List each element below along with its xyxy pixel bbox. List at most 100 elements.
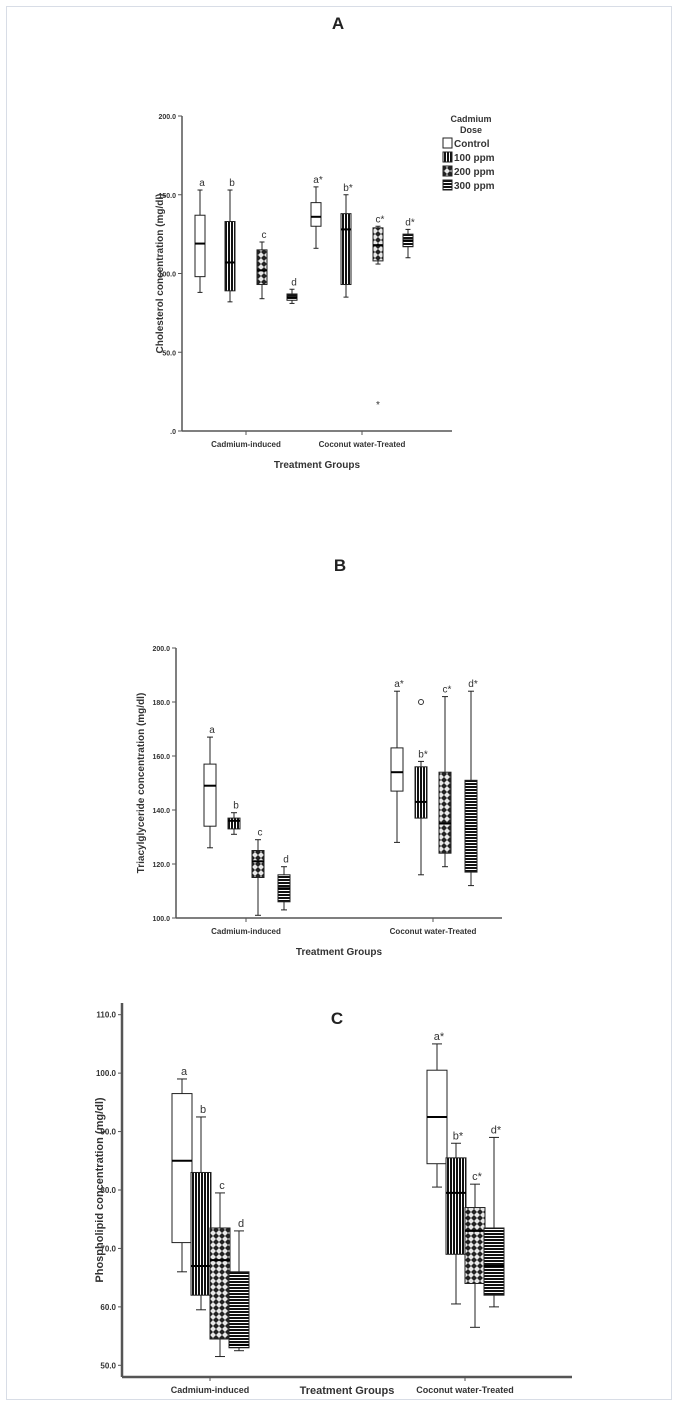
outlier-point: * (376, 400, 380, 411)
y-tick-label: 80.0 (100, 1186, 116, 1195)
x-tick-label: Coconut water-Treated (319, 440, 406, 449)
legend-entry: 200 ppm (454, 167, 495, 178)
box-control: a (171, 1066, 193, 1273)
box-200-ppm: c* (464, 1171, 486, 1328)
y-axis-title: Triacylglyceride concentration (mg/dl) (136, 693, 147, 874)
significance-label: a (209, 725, 215, 736)
significance-label: d (238, 1218, 244, 1230)
y-tick-label: 180.0 (152, 700, 170, 707)
box-200-ppm: c* (438, 685, 452, 868)
significance-label: d* (491, 1124, 502, 1136)
box-300-ppm: d* (464, 679, 478, 887)
significance-label: b* (453, 1130, 464, 1142)
box-iqr (203, 763, 217, 827)
box-300-ppm: d (228, 1218, 250, 1352)
y-tick-label: 100.0 (158, 272, 176, 279)
y-tick-label: 100.0 (152, 916, 170, 923)
y-tick-label: 100.0 (96, 1069, 117, 1078)
x-axis-title: Treatment Groups (296, 947, 383, 958)
box-iqr (228, 1271, 250, 1349)
significance-label: b (233, 801, 239, 812)
y-tick-label: 150.0 (158, 193, 176, 200)
x-tick-label: Cadmium-induced (171, 1385, 250, 1395)
box-iqr (171, 1093, 193, 1244)
box-100-ppm: b (227, 801, 241, 835)
x-tick-label: Cadmium-induced (211, 440, 281, 449)
box-300-ppm: d (277, 855, 291, 911)
significance-label: a (181, 1066, 188, 1078)
box-iqr (445, 1157, 467, 1255)
box-iqr (224, 221, 236, 292)
y-axis-title: Phospholipid concentration (mg/dl) (94, 1097, 106, 1282)
box-200-ppm: c* * (372, 214, 385, 411)
significance-label: b* (418, 749, 428, 760)
box-control: a (203, 725, 217, 849)
legend-swatch (442, 165, 453, 177)
box-300-ppm: d (286, 277, 298, 304)
y-tick-label: 90.0 (100, 1128, 116, 1137)
box-200-ppm: c (209, 1180, 231, 1358)
y-tick-label: 50.0 (100, 1361, 116, 1370)
box-iqr (194, 214, 206, 278)
box-control: a* (310, 175, 323, 249)
significance-label: c (262, 230, 267, 241)
x-tick-label: Cadmium-induced (211, 927, 281, 936)
box-iqr (414, 766, 428, 819)
box-100-ppm: b (224, 178, 236, 303)
box-300-ppm: d* (483, 1124, 505, 1308)
significance-label: b* (343, 183, 353, 194)
panel-letter: B (334, 556, 346, 575)
chart-panel-c: C 50.0 60.0 70.0 80.0 90.0 100.0 110.0 Cadmium-i… (94, 1003, 572, 1397)
panel-letter: C (331, 1009, 343, 1028)
y-tick-label: 60.0 (100, 1303, 116, 1312)
panel-letter: A (332, 14, 344, 33)
box-300-ppm: d* (402, 217, 415, 259)
legend-swatch (442, 179, 453, 191)
box-200-ppm: c (251, 828, 265, 916)
y-tick-label: 140.0 (152, 808, 170, 815)
legend-entry: 100 ppm (454, 153, 495, 164)
significance-label: a* (313, 175, 323, 186)
box-iqr (209, 1227, 231, 1340)
significance-label: d (283, 855, 289, 866)
y-tick-label: 200.0 (158, 114, 176, 121)
legend-swatch (442, 137, 453, 149)
x-tick-label: Coconut water-Treated (390, 927, 477, 936)
box-iqr (310, 202, 322, 227)
figure-frame (6, 6, 672, 1400)
box-iqr (340, 213, 352, 286)
box-iqr (227, 817, 241, 830)
chart-panel-a: A .0 50.0 100.0 150.0 200.0 Cadmium-induced Coc… (155, 14, 495, 471)
box-100-ppm: b* (445, 1130, 467, 1305)
box-iqr (483, 1227, 505, 1296)
significance-label: c* (443, 685, 452, 696)
box-control: a* (390, 679, 404, 843)
y-tick-label: 160.0 (152, 754, 170, 761)
box-200-ppm: c (256, 230, 268, 300)
box-control: a (194, 178, 206, 293)
y-tick-label: 200.0 (152, 646, 170, 653)
chart-panel-b: B 100.0 120.0 140.0 160.0 180.0 200.0 Cadmium-i… (136, 556, 502, 958)
significance-label: a* (434, 1031, 445, 1043)
box-100-ppm: b* (340, 183, 353, 298)
y-tick-label: 120.0 (152, 862, 170, 869)
significance-label: b (200, 1104, 206, 1116)
significance-label: a* (394, 679, 404, 690)
legend-entry: 300 ppm (454, 181, 495, 192)
legend-swatch (442, 151, 453, 163)
x-axis-title: Treatment Groups (300, 1385, 395, 1397)
y-tick-label: 70.0 (100, 1244, 116, 1253)
box-iqr (464, 1207, 486, 1284)
significance-label: d (291, 277, 297, 288)
significance-label: c* (376, 214, 385, 225)
significance-label: d* (405, 217, 415, 228)
box-iqr (251, 850, 265, 878)
box-control: a* (426, 1031, 448, 1188)
significance-label: c (258, 828, 263, 839)
y-axis-title: Cholesterol concentration (mg/dl) (155, 193, 166, 353)
significance-label: b (229, 178, 235, 189)
y-tick-label: .0 (170, 429, 176, 436)
y-tick-label: 50.0 (162, 350, 176, 357)
